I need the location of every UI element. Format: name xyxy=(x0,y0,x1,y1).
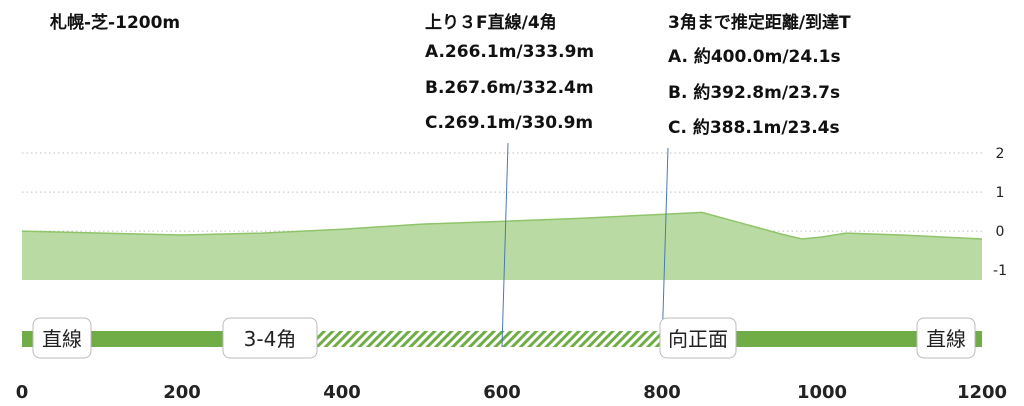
marker-1-label-line-1: 上り３F直線/4角 xyxy=(425,13,557,33)
x-tick-label-5: 1000 xyxy=(797,382,847,403)
track-label-box-2 xyxy=(659,317,737,359)
marker-2-label-line-2: A. 約400.0m/24.1s xyxy=(668,47,841,67)
marker-1-label-line-4: C.269.1m/330.9m xyxy=(425,113,594,133)
track-label-box-0 xyxy=(32,317,92,359)
x-tick-label-0: 0 xyxy=(16,382,29,403)
chart-title: 札幌-芝-1200m xyxy=(50,13,181,33)
track-segment-hatched-1 xyxy=(302,331,662,347)
x-tick-label-2: 400 xyxy=(323,382,361,403)
track-segment-solid-2 xyxy=(662,331,982,347)
y-tick-label-0: 2 xyxy=(996,146,1005,162)
y-tick-label-3: -1 xyxy=(993,263,1007,279)
x-tick-label-6: 1200 xyxy=(957,382,1007,403)
track-label-0: 直線 xyxy=(42,327,82,351)
track-label-1: 3-4角 xyxy=(244,327,297,351)
y-tick-label-2: 0 xyxy=(996,224,1005,240)
track-label-box-3 xyxy=(916,317,976,359)
marker-line-1 xyxy=(501,142,509,348)
track-label-2: 向正面 xyxy=(668,327,728,351)
track-label-3: 直線 xyxy=(926,327,966,351)
elevation-area xyxy=(22,212,982,280)
marker-2-label-line-4: C. 約388.1m/23.4s xyxy=(668,118,840,138)
elevation-line xyxy=(21,211,983,240)
marker-1-label-line-3: B.267.6m/332.4m xyxy=(425,78,594,98)
marker-2-label-line-1: 3角まで推定距離/到達T xyxy=(668,13,851,33)
x-tick-label-3: 600 xyxy=(483,382,521,403)
marker-1-label-line-2: A.266.1m/333.9m xyxy=(425,42,595,62)
y-tick-label-1: 1 xyxy=(996,185,1005,201)
x-tick-label-1: 200 xyxy=(163,382,201,403)
x-tick-label-4: 800 xyxy=(643,382,681,403)
track-label-box-1 xyxy=(222,317,318,359)
marker-2-label-line-3: B. 約392.8m/23.7s xyxy=(668,83,841,103)
marker-line-2 xyxy=(661,147,669,348)
